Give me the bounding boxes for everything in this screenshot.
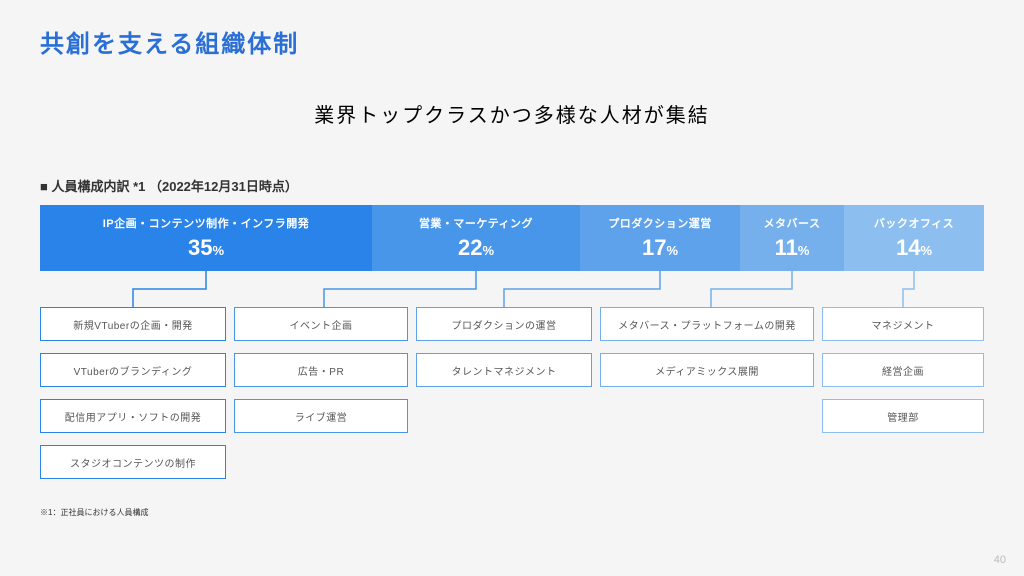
footnote: ※1：正社員における人員構成 [40, 507, 984, 518]
detail-box: VTuberのブランディング [40, 353, 226, 387]
detail-box: イベント企画 [234, 307, 408, 341]
detail-box: 広告・PR [234, 353, 408, 387]
bar-segment-label: 営業・マーケティング [419, 215, 533, 231]
column: メタバース・プラットフォームの開発メディアミックス展開 [600, 307, 814, 479]
column: マネジメント経営企画管理部 [822, 307, 984, 479]
subtitle: 業界トップクラスかつ多様な人材が集結 [40, 99, 984, 128]
section-label: 人員構成内訳 *1 （2022年12月31日時点） [40, 176, 984, 195]
bar-segment-pct: 17% [642, 235, 678, 261]
bar-segment-pct: 22% [458, 235, 494, 261]
connector [504, 271, 660, 307]
columns: 新規VTuberの企画・開発 VTuberのブランディング配信用アプリ・ソフトの開… [40, 307, 984, 479]
page-title: 共創を支える組織体制 [40, 24, 984, 59]
bar-segment: 営業・マーケティング 22% [372, 205, 580, 271]
detail-box: プロダクションの運営 [416, 307, 592, 341]
detail-box: スタジオコンテンツの制作 [40, 445, 226, 479]
bar-segment-pct: 35% [188, 235, 224, 261]
detail-box: 配信用アプリ・ソフトの開発 [40, 399, 226, 433]
connector [711, 271, 792, 307]
page-number: 40 [994, 554, 1006, 566]
connector [324, 271, 476, 307]
detail-box: 管理部 [822, 399, 984, 433]
detail-box: メタバース・プラットフォームの開発 [600, 307, 814, 341]
detail-box: マネジメント [822, 307, 984, 341]
stacked-bar: IP企画・コンテンツ制作・インフラ開発 35% 営業・マーケティング 22% プロダクシ… [40, 205, 984, 271]
bar-segment-label: IP企画・コンテンツ制作・インフラ開発 [103, 215, 310, 231]
bar-segment: バックオフィス 14% [844, 205, 984, 271]
bar-segment: IP企画・コンテンツ制作・インフラ開発 35% [40, 205, 372, 271]
detail-box: 新規VTuberの企画・開発 [40, 307, 226, 341]
column: イベント企画広告・PR ライブ運営 [234, 307, 408, 479]
bar-segment-label: バックオフィス [874, 215, 954, 231]
detail-box: 経営企画 [822, 353, 984, 387]
bar-segment-label: メタバース [764, 215, 821, 231]
bar-segment-pct: 11% [775, 235, 810, 261]
connector [903, 271, 914, 307]
connector-lines [40, 271, 984, 311]
bar-segment: メタバース 11% [740, 205, 844, 271]
bar-segment-label: プロダクション運営 [608, 215, 712, 231]
detail-box: ライブ運営 [234, 399, 408, 433]
bar-segment: プロダクション運営 17% [580, 205, 740, 271]
connector [133, 271, 206, 307]
detail-box: メディアミックス展開 [600, 353, 814, 387]
bar-segment-pct: 14% [896, 235, 932, 261]
detail-box: タレントマネジメント [416, 353, 592, 387]
column: プロダクションの運営タレントマネジメント [416, 307, 592, 479]
column: 新規VTuberの企画・開発 VTuberのブランディング配信用アプリ・ソフトの開… [40, 307, 226, 479]
